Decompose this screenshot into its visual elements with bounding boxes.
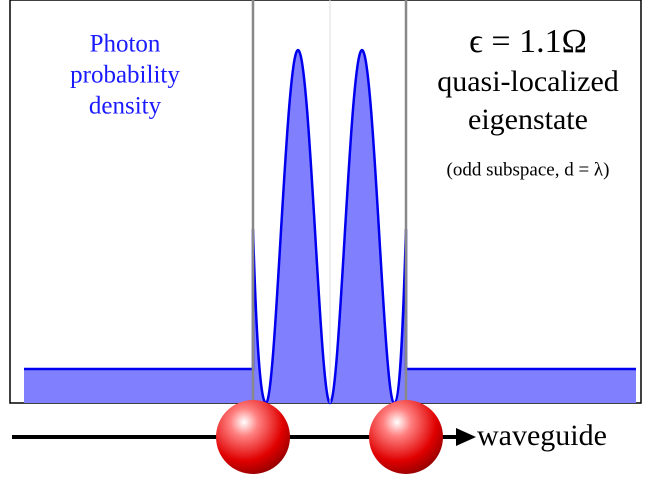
state-line: eigenstate xyxy=(468,103,588,136)
density-area xyxy=(253,50,406,403)
label-line: density xyxy=(89,93,162,120)
state-note: (odd subspace, d = λ) xyxy=(447,159,610,180)
emitter xyxy=(369,400,443,474)
plot-frame xyxy=(9,0,642,404)
density-right xyxy=(406,369,636,403)
density-left xyxy=(24,369,253,403)
axis-label: waveguide xyxy=(477,419,607,452)
emitter xyxy=(216,400,290,474)
label-line: Photon xyxy=(90,31,161,58)
label-line: probability xyxy=(70,62,180,89)
state-line: quasi-localized xyxy=(437,65,619,98)
arrow-head xyxy=(456,428,476,446)
energy-label: ϵ = 1.1Ω xyxy=(469,23,587,60)
